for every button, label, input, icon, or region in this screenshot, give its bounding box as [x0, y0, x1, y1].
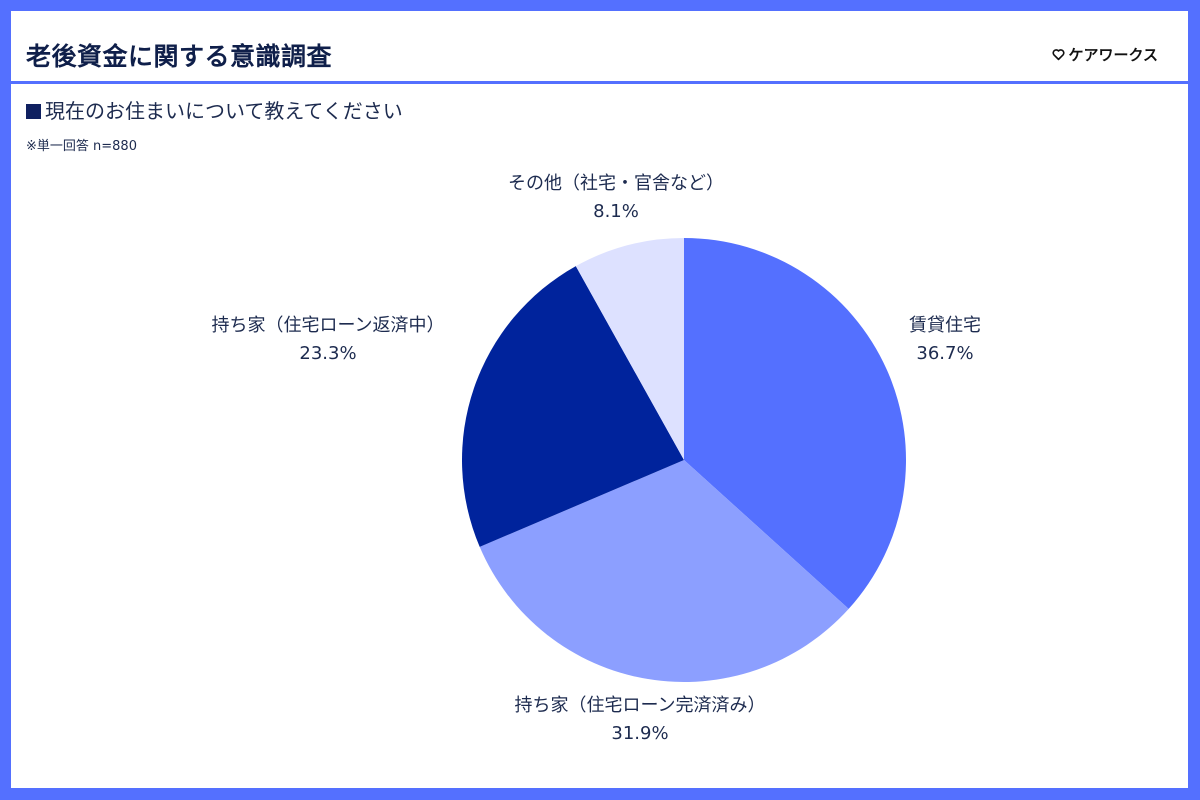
square-bullet-icon: [26, 104, 41, 119]
slice-owned-loan: [462, 266, 684, 547]
label-name: 持ち家（住宅ローン完済済み）: [514, 695, 766, 716]
label-owned-paid: 持ち家（住宅ローン完済済み） 31.9%: [514, 692, 765, 748]
page-title: 老後資金に関する意識調査: [26, 42, 333, 71]
brand-logo: ケアワークス: [1052, 44, 1158, 65]
heart-icon: [1052, 46, 1065, 64]
slice-rental: [684, 238, 906, 609]
label-value: 36.7%: [916, 343, 974, 364]
label-name: その他（社宅・官舎など）: [508, 173, 724, 194]
label-other: その他（社宅・官舎など） 8.1%: [508, 170, 724, 226]
slice-owned-paid: [479, 460, 849, 682]
slice-other: [575, 238, 684, 460]
label-value: 23.3%: [299, 343, 357, 364]
label-name: 持ち家（住宅ローン返済中）: [211, 315, 445, 336]
label-owned-loan: 持ち家（住宅ローン返済中） 23.3%: [211, 312, 444, 368]
brand-name: ケアワークス: [1068, 46, 1158, 64]
response-note: ※単一回答 n=880: [26, 139, 137, 154]
question-heading: 現在のお住まいについて教えてください: [26, 95, 403, 124]
label-name: 賃貸住宅: [909, 315, 981, 336]
label-value: 31.9%: [611, 723, 669, 744]
label-value: 8.1%: [593, 201, 639, 222]
label-rental: 賃貸住宅 36.7%: [909, 312, 981, 368]
question-text: 現在のお住まいについて教えてください: [45, 99, 403, 123]
header: 老後資金に関する意識調査 ケアワークス: [11, 11, 1188, 84]
